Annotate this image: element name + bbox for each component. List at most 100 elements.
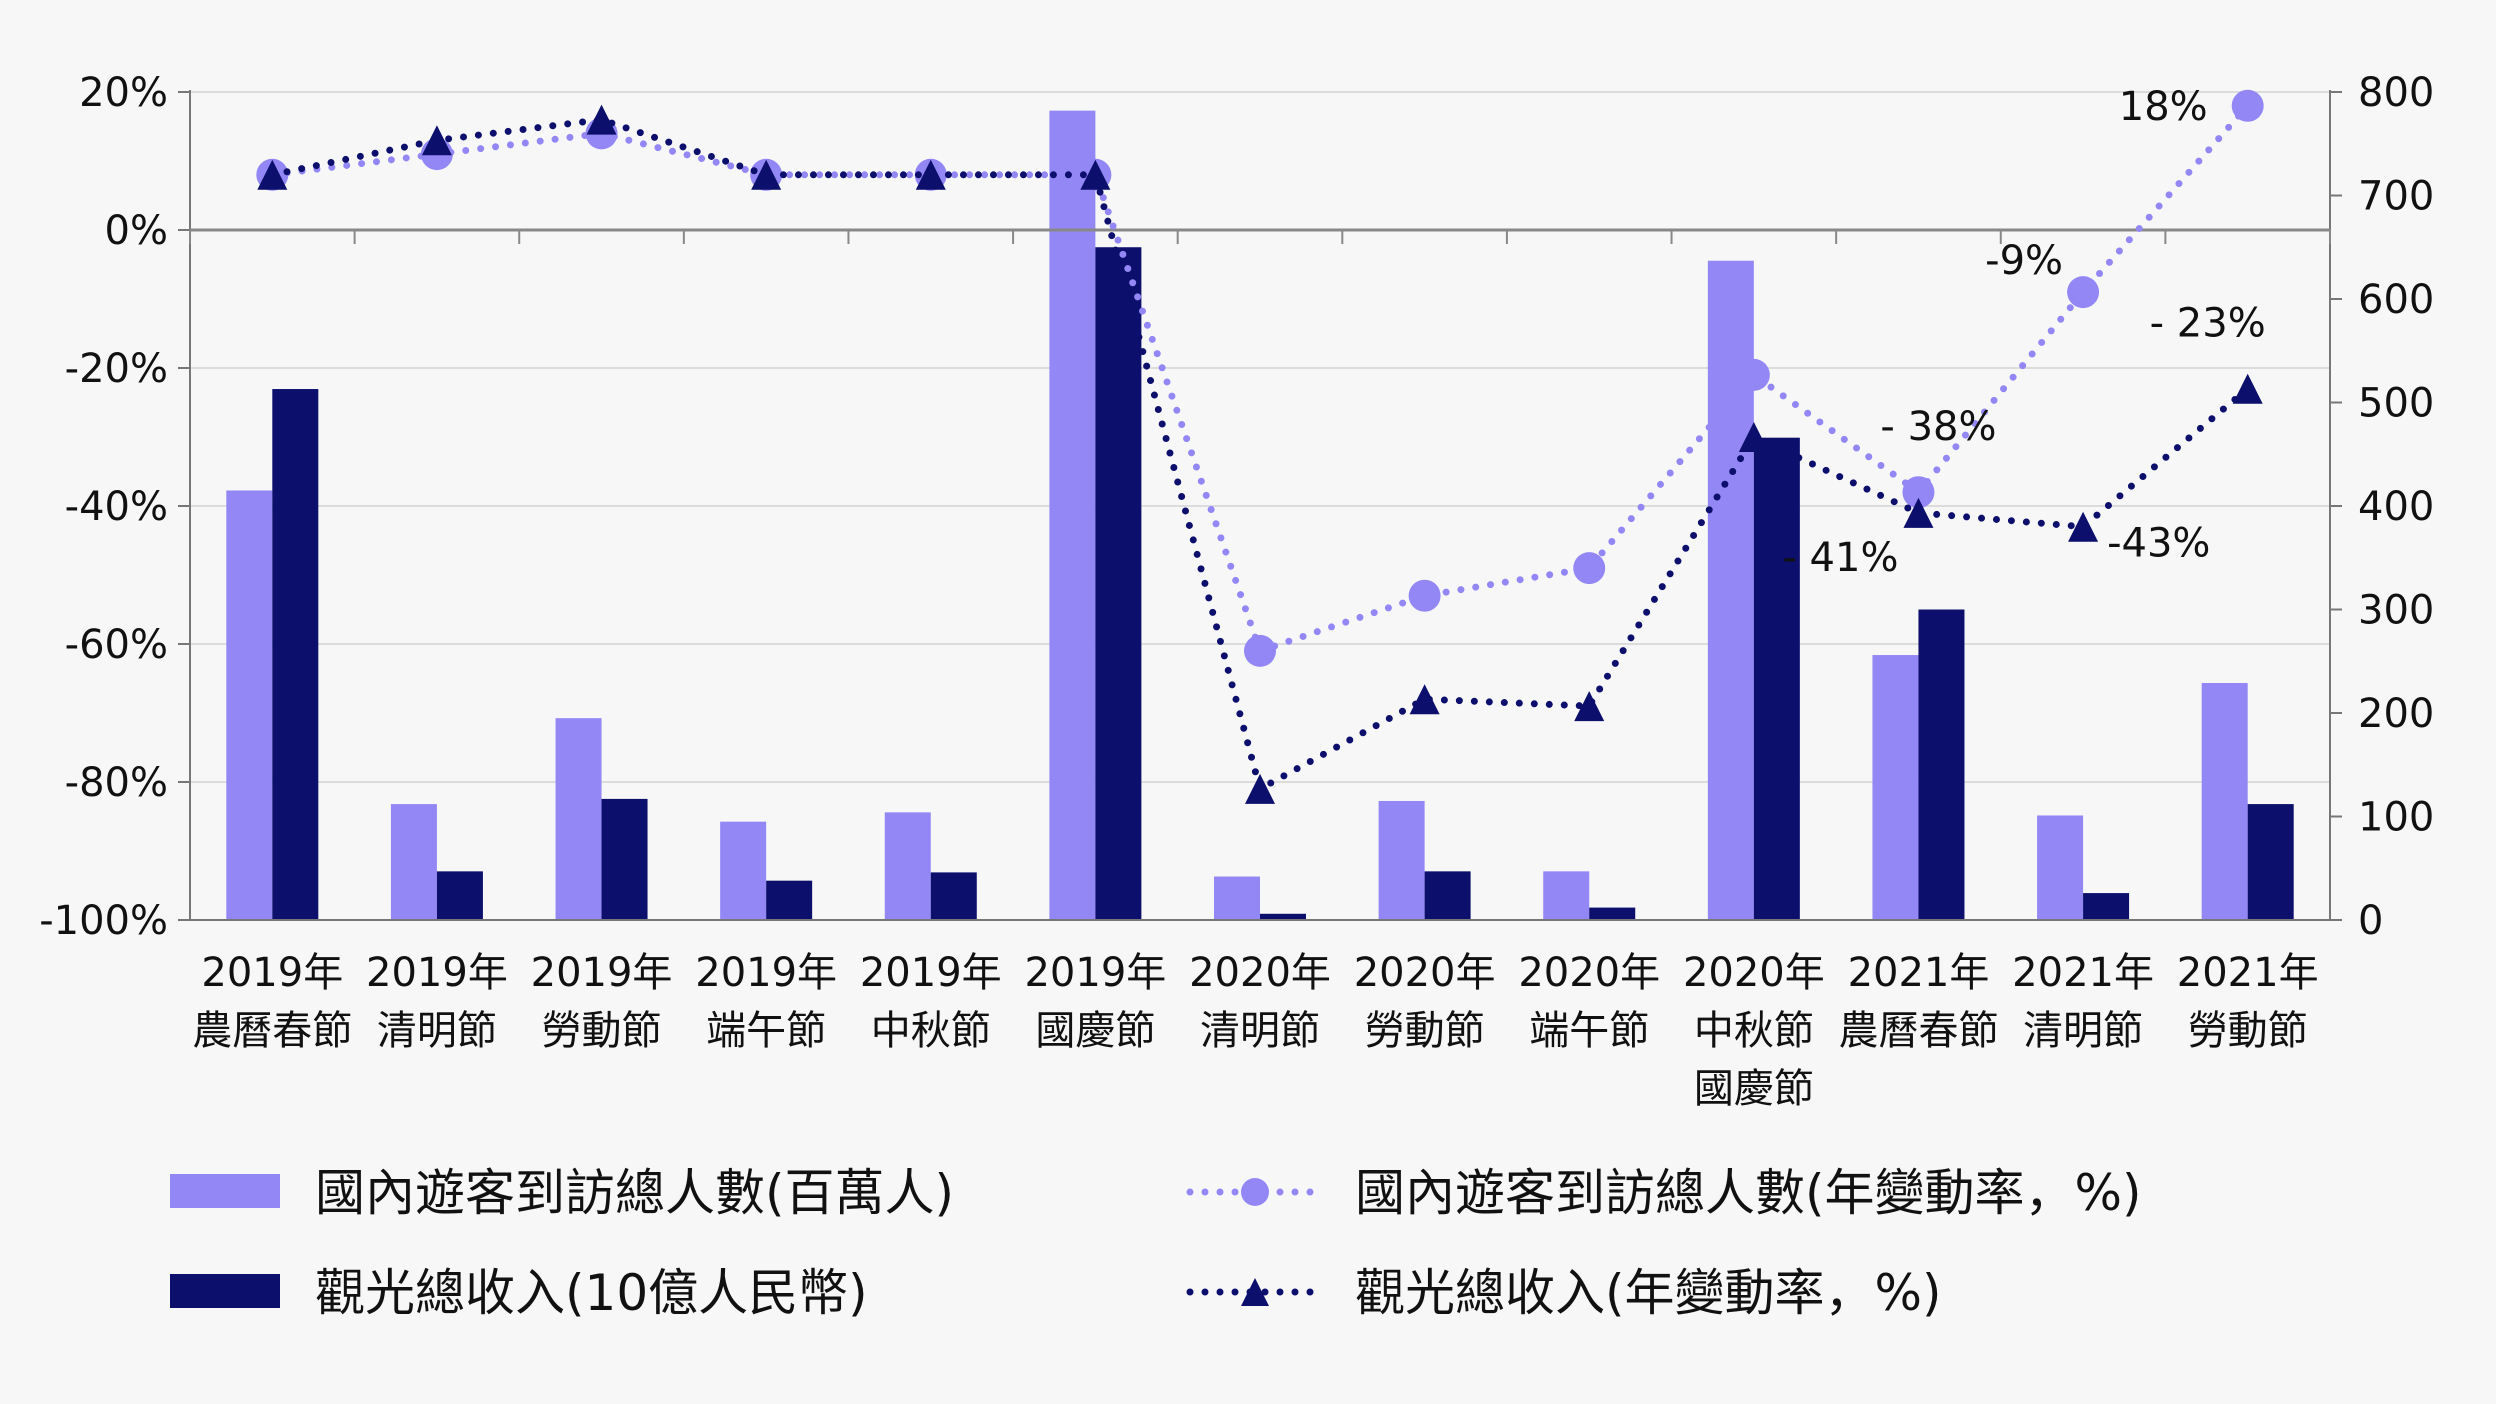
data-point-triangle [1245,773,1275,804]
bar [720,821,767,920]
bar [601,798,648,920]
data-point-circle [1573,552,1606,585]
x-category-label: 農曆春節 [192,1008,352,1054]
legend-label: 國內遊客到訪總人數(百萬人) [315,1164,954,1222]
x-category-label: 2021年 [2177,950,2319,996]
y-left-tick-label: 0% [105,208,168,254]
y-left-tick-label: 20% [79,70,168,116]
y-left-tick-label: -60% [65,622,168,668]
x-category-label: 勞動節 [2188,1008,2308,1054]
data-label: - 38% [1880,404,1996,450]
x-category-label: 2019年 [201,950,343,996]
data-point-triangle [2232,373,2263,404]
x-category-label: 2019年 [1024,950,1166,996]
bar [1918,609,1965,920]
y-left-tick-label: -100% [39,898,168,944]
legend-swatch [170,1174,280,1208]
y-right-tick-label: 0 [2358,898,2383,944]
x-category-label: 中秋節 [1694,1008,1814,1054]
legend-marker-triangle [1241,1278,1269,1306]
data-point-triangle [2068,511,2099,542]
bar [390,804,437,920]
x-category-label: 清明節 [2023,1008,2143,1054]
legend-label: 觀光總收入(年變動率，%) [1355,1264,1942,1322]
data-point-circle [1902,476,1935,509]
x-category-label: 2019年 [531,950,673,996]
x-category-label: 端午節 [1529,1008,1649,1054]
data-point-circle [1737,358,1770,391]
y-right-tick-label: 300 [2358,588,2434,634]
x-category-label: 農曆春節 [1838,1008,1998,1054]
data-point-circle [1244,634,1276,667]
bar [2247,804,2294,920]
y-left-tick-label: -20% [65,346,168,392]
bars [226,110,2294,921]
data-point-triangle [1574,691,1605,722]
data-point-triangle [1080,159,1111,190]
x-category-label: 勞動節 [542,1008,662,1054]
data-label: -43% [2107,521,2210,567]
labels: 18% -9% - 23% - 38% - 41% -43% [1782,84,2265,581]
legend-swatch [170,1274,280,1308]
bar [1872,655,1919,920]
legend-label: 國內遊客到訪總人數(年變動率，%) [1355,1164,2142,1222]
data-point-triangle [421,125,452,156]
x-category-label: 2019年 [366,950,508,996]
bar [272,389,319,920]
bar [2037,815,2084,920]
data-label: - 23% [2150,301,2266,347]
x-category-label: 2021年 [1848,950,1990,996]
bar [1707,260,1754,921]
lines [256,89,2264,804]
data-label: 18% [2119,84,2208,130]
bar [1095,247,1142,920]
data-point-triangle [257,159,288,190]
data-point-triangle [751,159,782,190]
x-category-label: 清明節 [377,1008,497,1054]
x-category-label: 2019年 [695,950,837,996]
y-right-tick-label: 800 [2358,70,2434,116]
bar [436,871,483,920]
bar [1214,876,1260,920]
bar [884,812,931,920]
bar [2201,682,2248,920]
y-right-tick-label: 600 [2358,277,2434,323]
data-point-circle [1408,579,1441,612]
data-point-triangle [1409,684,1440,715]
bar [2083,893,2130,920]
x-category-label: 2020年 [1683,950,1825,996]
data-label: - 41% [1782,535,1898,581]
bar [555,718,602,920]
data-point-triangle [1738,422,1769,452]
x-category-label: 國慶節 [1694,1066,1814,1112]
bar [1378,800,1425,920]
y-left-tick-label: -40% [65,484,168,530]
series-line [268,102,2252,655]
x-category-label: 2021年 [2012,950,2154,996]
data-point-triangle [915,159,946,190]
bar [1589,907,1636,920]
bar [1753,437,1800,920]
bar [930,872,977,920]
y-left-tick-label: -80% [65,760,168,806]
x-category-label: 端午節 [706,1008,826,1054]
y-right-tick-label: 200 [2358,691,2434,737]
data-point-triangle [1903,497,1934,528]
x-category-label: 2020年 [1189,950,1331,996]
x-category-label: 中秋節 [871,1008,991,1054]
bar [226,490,273,920]
data-label: -9% [1985,238,2063,284]
y-right-tick-label: 400 [2358,484,2434,530]
y-right-tick-label: 700 [2358,174,2434,220]
y-right-tick-label: 100 [2358,795,2434,841]
x-category-label: 2020年 [1354,950,1496,996]
data-point-circle [2231,89,2264,122]
x-category-label: 國慶節 [1035,1008,1155,1054]
data-point-circle [2067,276,2100,309]
legend: 國內遊客到訪總人數(百萬人) 國內遊客到訪總人數(年變動率，%) 觀光總收入(10億… [170,1164,2142,1322]
x-category-label: 清明節 [1200,1008,1320,1054]
bar [1424,871,1471,920]
x-category-label: 2019年 [860,950,1002,996]
bar [766,880,813,920]
